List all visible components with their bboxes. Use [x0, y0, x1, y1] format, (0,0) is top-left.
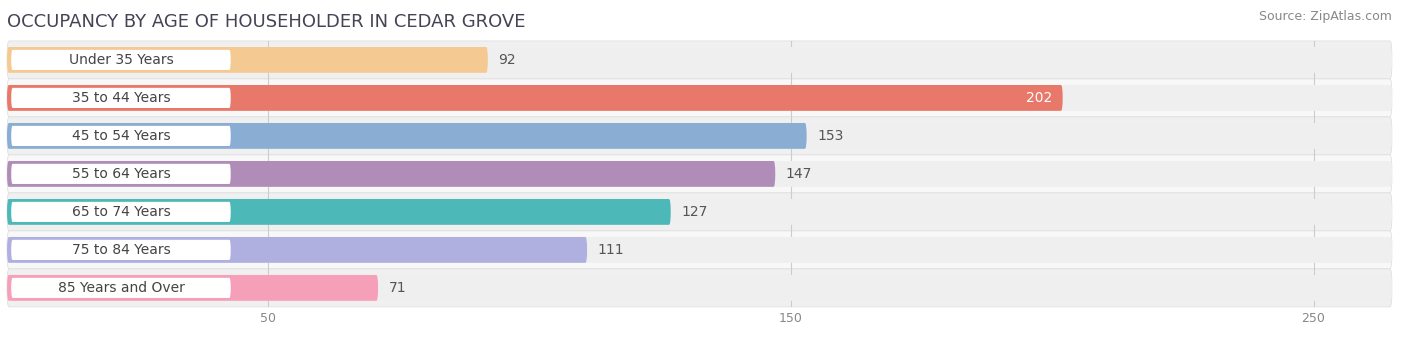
FancyBboxPatch shape	[7, 85, 1392, 111]
Text: 127: 127	[681, 205, 707, 219]
Text: 35 to 44 Years: 35 to 44 Years	[72, 91, 170, 105]
FancyBboxPatch shape	[7, 155, 1392, 193]
FancyBboxPatch shape	[7, 123, 1392, 149]
FancyBboxPatch shape	[7, 123, 807, 149]
Text: 153: 153	[817, 129, 844, 143]
FancyBboxPatch shape	[7, 237, 588, 263]
FancyBboxPatch shape	[11, 278, 231, 298]
FancyBboxPatch shape	[11, 88, 231, 108]
FancyBboxPatch shape	[7, 47, 488, 73]
Text: Source: ZipAtlas.com: Source: ZipAtlas.com	[1258, 10, 1392, 23]
FancyBboxPatch shape	[7, 275, 1392, 301]
FancyBboxPatch shape	[7, 237, 1392, 263]
FancyBboxPatch shape	[11, 202, 231, 222]
Text: 55 to 64 Years: 55 to 64 Years	[72, 167, 170, 181]
Text: 71: 71	[388, 281, 406, 295]
Text: 202: 202	[1026, 91, 1052, 105]
FancyBboxPatch shape	[7, 47, 1392, 73]
FancyBboxPatch shape	[7, 161, 1392, 187]
FancyBboxPatch shape	[11, 240, 231, 260]
FancyBboxPatch shape	[7, 79, 1392, 117]
Text: OCCUPANCY BY AGE OF HOUSEHOLDER IN CEDAR GROVE: OCCUPANCY BY AGE OF HOUSEHOLDER IN CEDAR…	[7, 13, 526, 31]
FancyBboxPatch shape	[7, 41, 1392, 79]
FancyBboxPatch shape	[7, 231, 1392, 269]
FancyBboxPatch shape	[7, 117, 1392, 155]
FancyBboxPatch shape	[11, 126, 231, 146]
Text: 85 Years and Over: 85 Years and Over	[58, 281, 184, 295]
Text: Under 35 Years: Under 35 Years	[69, 53, 173, 67]
FancyBboxPatch shape	[7, 275, 378, 301]
Text: 75 to 84 Years: 75 to 84 Years	[72, 243, 170, 257]
Text: 92: 92	[498, 53, 516, 67]
Text: 147: 147	[786, 167, 813, 181]
FancyBboxPatch shape	[7, 193, 1392, 231]
Text: 111: 111	[598, 243, 624, 257]
FancyBboxPatch shape	[11, 164, 231, 184]
FancyBboxPatch shape	[7, 85, 1063, 111]
FancyBboxPatch shape	[7, 199, 671, 225]
Text: 65 to 74 Years: 65 to 74 Years	[72, 205, 170, 219]
FancyBboxPatch shape	[7, 199, 1392, 225]
Text: 45 to 54 Years: 45 to 54 Years	[72, 129, 170, 143]
FancyBboxPatch shape	[7, 161, 775, 187]
FancyBboxPatch shape	[11, 50, 231, 70]
FancyBboxPatch shape	[7, 269, 1392, 307]
